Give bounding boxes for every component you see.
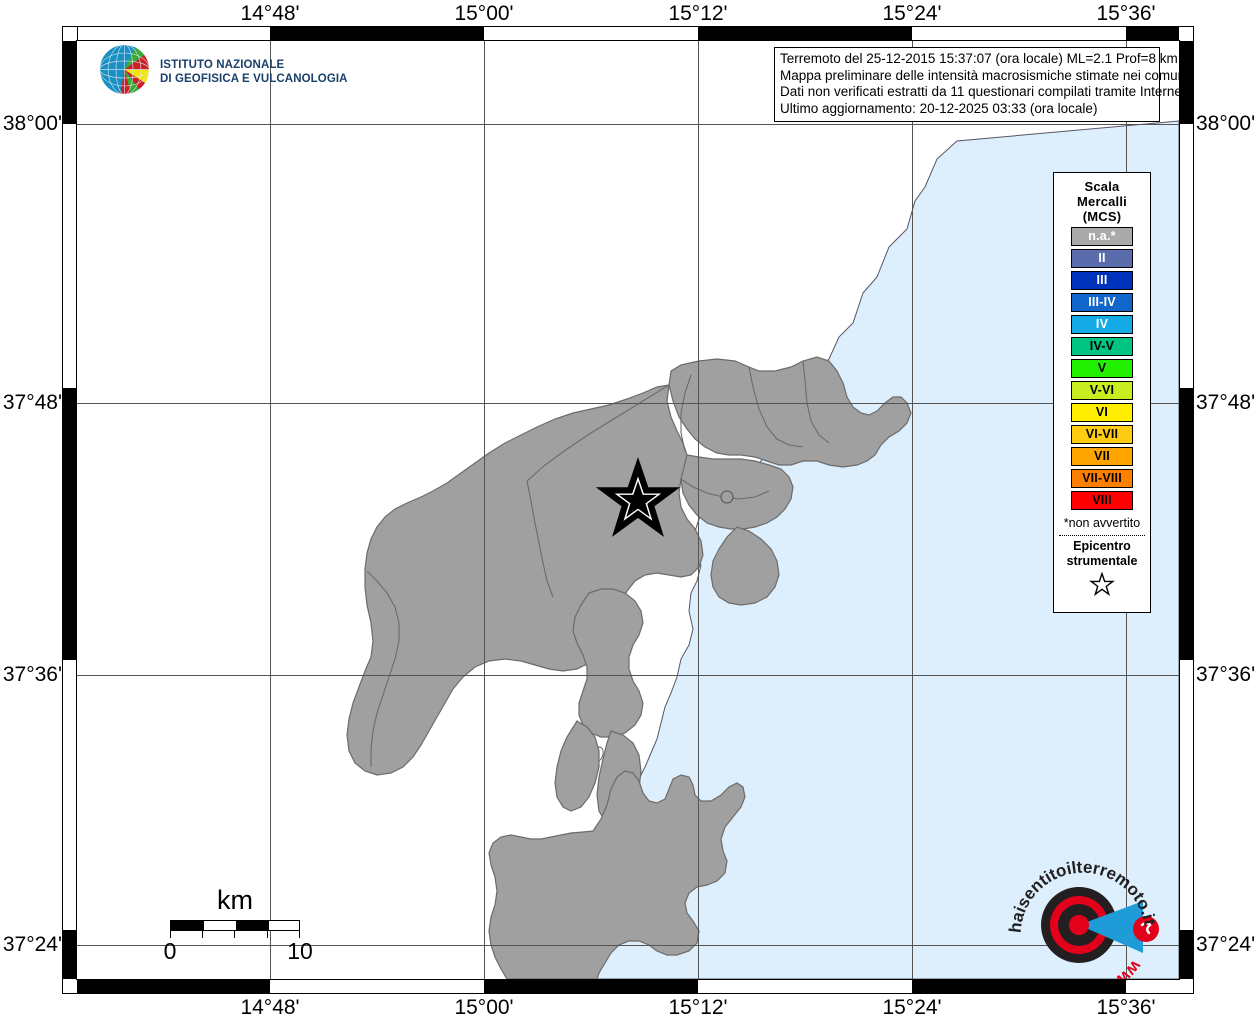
scale-seg-2 — [236, 921, 269, 930]
crater-marker — [720, 490, 734, 504]
scale-label-0: 0 — [163, 938, 177, 964]
map-canvas[interactable] — [77, 41, 1179, 979]
lat-label-left-0: 38°00' — [2, 112, 62, 135]
ingv-globe-icon — [98, 43, 151, 101]
lon-label-top-2: 15°12' — [668, 2, 728, 25]
lon-label-bot-2: 15°12' — [668, 996, 728, 1019]
lat-label-left-1: 37°48' — [2, 391, 62, 414]
municipality-internal-borders — [366, 360, 830, 767]
legend-item-ii[interactable]: II — [1071, 249, 1133, 268]
municipality-group-north — [346, 356, 912, 824]
frame-tick-top-1 — [77, 27, 78, 40]
info-line-map: Mappa preliminare delle intensità macros… — [780, 67, 1189, 83]
legend-item-iv[interactable]: IV — [1071, 315, 1133, 334]
ingv-logo-line1: ISTITUTO NAZIONALE — [160, 59, 285, 71]
lat-label-right-0: 38°00' — [1196, 112, 1255, 135]
mercalli-scale-legend: Scala Mercalli (MCS) n.a.* II III III-IV… — [1053, 172, 1151, 613]
scale-bar-labels: 0 10 — [164, 938, 313, 964]
lon-label-top-0: 14°48' — [240, 2, 300, 25]
frame-tick-top-3 — [698, 27, 912, 40]
municipality-s1 — [488, 770, 746, 979]
legend-title-line1: Scala — [1084, 179, 1120, 194]
legend-item-iv-v[interactable]: IV-V — [1071, 337, 1133, 356]
legend-item-v[interactable]: V — [1071, 359, 1133, 378]
scale-bar-graphic — [170, 920, 300, 931]
municipality-n6 — [554, 720, 600, 812]
haisentitoilterremoto-logo: haisentitoilterremoto.it www. — [1003, 849, 1163, 1000]
lon-label-top-4: 15°36' — [1096, 2, 1156, 25]
legend-item-vii[interactable]: VII — [1071, 447, 1133, 466]
map-frame — [62, 26, 1194, 994]
frame-tick-bot-3 — [912, 980, 1126, 993]
scale-bar-unit: km — [217, 885, 253, 915]
legend-item-v-vi[interactable]: V-VI — [1071, 381, 1133, 400]
scale-bar: km 0 10 — [164, 885, 313, 964]
info-line-source: Dati non verificati estratti da 11 quest… — [780, 84, 1190, 99]
legend-item-vi[interactable]: VI — [1071, 403, 1133, 422]
lon-label-top-3: 15°24' — [882, 2, 942, 25]
ingv-logo: ISTITUTO NAZIONALE DI GEOFISICA E VULCAN… — [98, 43, 348, 101]
frame-tick-right-3 — [1180, 930, 1193, 979]
ingv-logo-text: ISTITUTO NAZIONALE DI GEOFISICA E VULCAN… — [160, 58, 348, 86]
lon-label-top-1: 15°00' — [454, 2, 514, 25]
lat-label-left-2: 37°36' — [2, 663, 62, 686]
municipality-n5 — [572, 588, 644, 738]
legend-divider — [1059, 535, 1145, 536]
lat-label-right-1: 37°48' — [1196, 391, 1255, 414]
info-line-event: Terremoto del 25-12-2015 15:37:07 (ora l… — [780, 51, 1178, 66]
lat-label-right-3: 37°24' — [1196, 933, 1255, 956]
lon-label-bot-3: 15°24' — [882, 996, 942, 1019]
legend-epicenter-star-icon — [1054, 571, 1150, 604]
scale-seg-1 — [171, 921, 204, 930]
scale-bar-ticks — [170, 931, 300, 938]
epicenter-star-icon — [595, 457, 681, 537]
legend-item-vii-viii[interactable]: VII-VIII — [1071, 469, 1133, 488]
legend-epicenter-line1: Epicentro — [1073, 539, 1131, 553]
frame-tick-top-4 — [1126, 27, 1179, 40]
lat-label-right-2: 37°36' — [1196, 663, 1255, 686]
legend-item-iii-iv[interactable]: III-IV — [1071, 293, 1133, 312]
municipality-n1 — [668, 356, 912, 468]
ingv-logo-line2: DI GEOFISICA E VULCANOLOGIA — [160, 73, 348, 85]
frame-tick-bot-1 — [77, 980, 270, 993]
frame-tick-right-2 — [1180, 388, 1193, 660]
lat-label-left-3: 37°24' — [2, 933, 62, 956]
legend-item-viii[interactable]: VIII — [1071, 491, 1133, 510]
legend-title-line3: (MCS) — [1082, 209, 1122, 224]
lon-label-bot-4: 15°36' — [1096, 996, 1156, 1019]
legend-item-iii[interactable]: III — [1071, 271, 1133, 290]
municipality-n3 — [680, 454, 794, 530]
frame-tick-top-2 — [270, 27, 484, 40]
legend-title-line2: Mercalli — [1076, 194, 1127, 209]
frame-tick-left-3 — [63, 930, 76, 979]
legend-item-vi-vii[interactable]: VI-VII — [1071, 425, 1133, 444]
municipality-n2 — [346, 384, 704, 776]
frame-tick-left-2 — [63, 388, 76, 660]
legend-epicenter-line2: strumentale — [1066, 553, 1138, 568]
legend-item-na[interactable]: n.a.* — [1071, 227, 1133, 246]
earthquake-info-box: Terremoto del 25-12-2015 15:37:07 (ora l… — [774, 47, 1190, 122]
municipality-group-south — [488, 770, 746, 979]
lon-label-bot-0: 14°48' — [240, 996, 300, 1019]
info-line-update: Ultimo aggiornamento: 20-12-2025 03:33 (… — [780, 100, 1098, 116]
frame-tick-right-1 — [1180, 41, 1193, 124]
municipality-n4 — [710, 526, 780, 606]
scale-label-10: 10 — [287, 938, 313, 964]
frame-tick-bot-2 — [484, 980, 698, 993]
legend-footnote: *non avvertito — [1063, 516, 1141, 530]
frame-tick-left-1 — [63, 41, 76, 124]
lon-label-bot-1: 15°00' — [454, 996, 514, 1019]
